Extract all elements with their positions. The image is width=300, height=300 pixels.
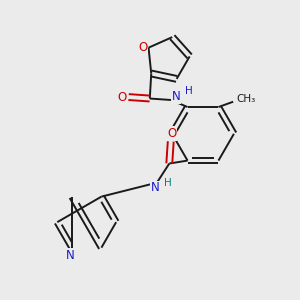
Text: O: O xyxy=(118,91,127,103)
Text: N: N xyxy=(66,249,75,262)
Text: CH₃: CH₃ xyxy=(236,94,255,104)
Text: H: H xyxy=(164,178,172,188)
Text: N: N xyxy=(172,90,181,103)
Text: O: O xyxy=(139,41,148,54)
Text: H: H xyxy=(185,85,193,96)
Text: N: N xyxy=(151,182,160,194)
Text: O: O xyxy=(168,127,177,140)
